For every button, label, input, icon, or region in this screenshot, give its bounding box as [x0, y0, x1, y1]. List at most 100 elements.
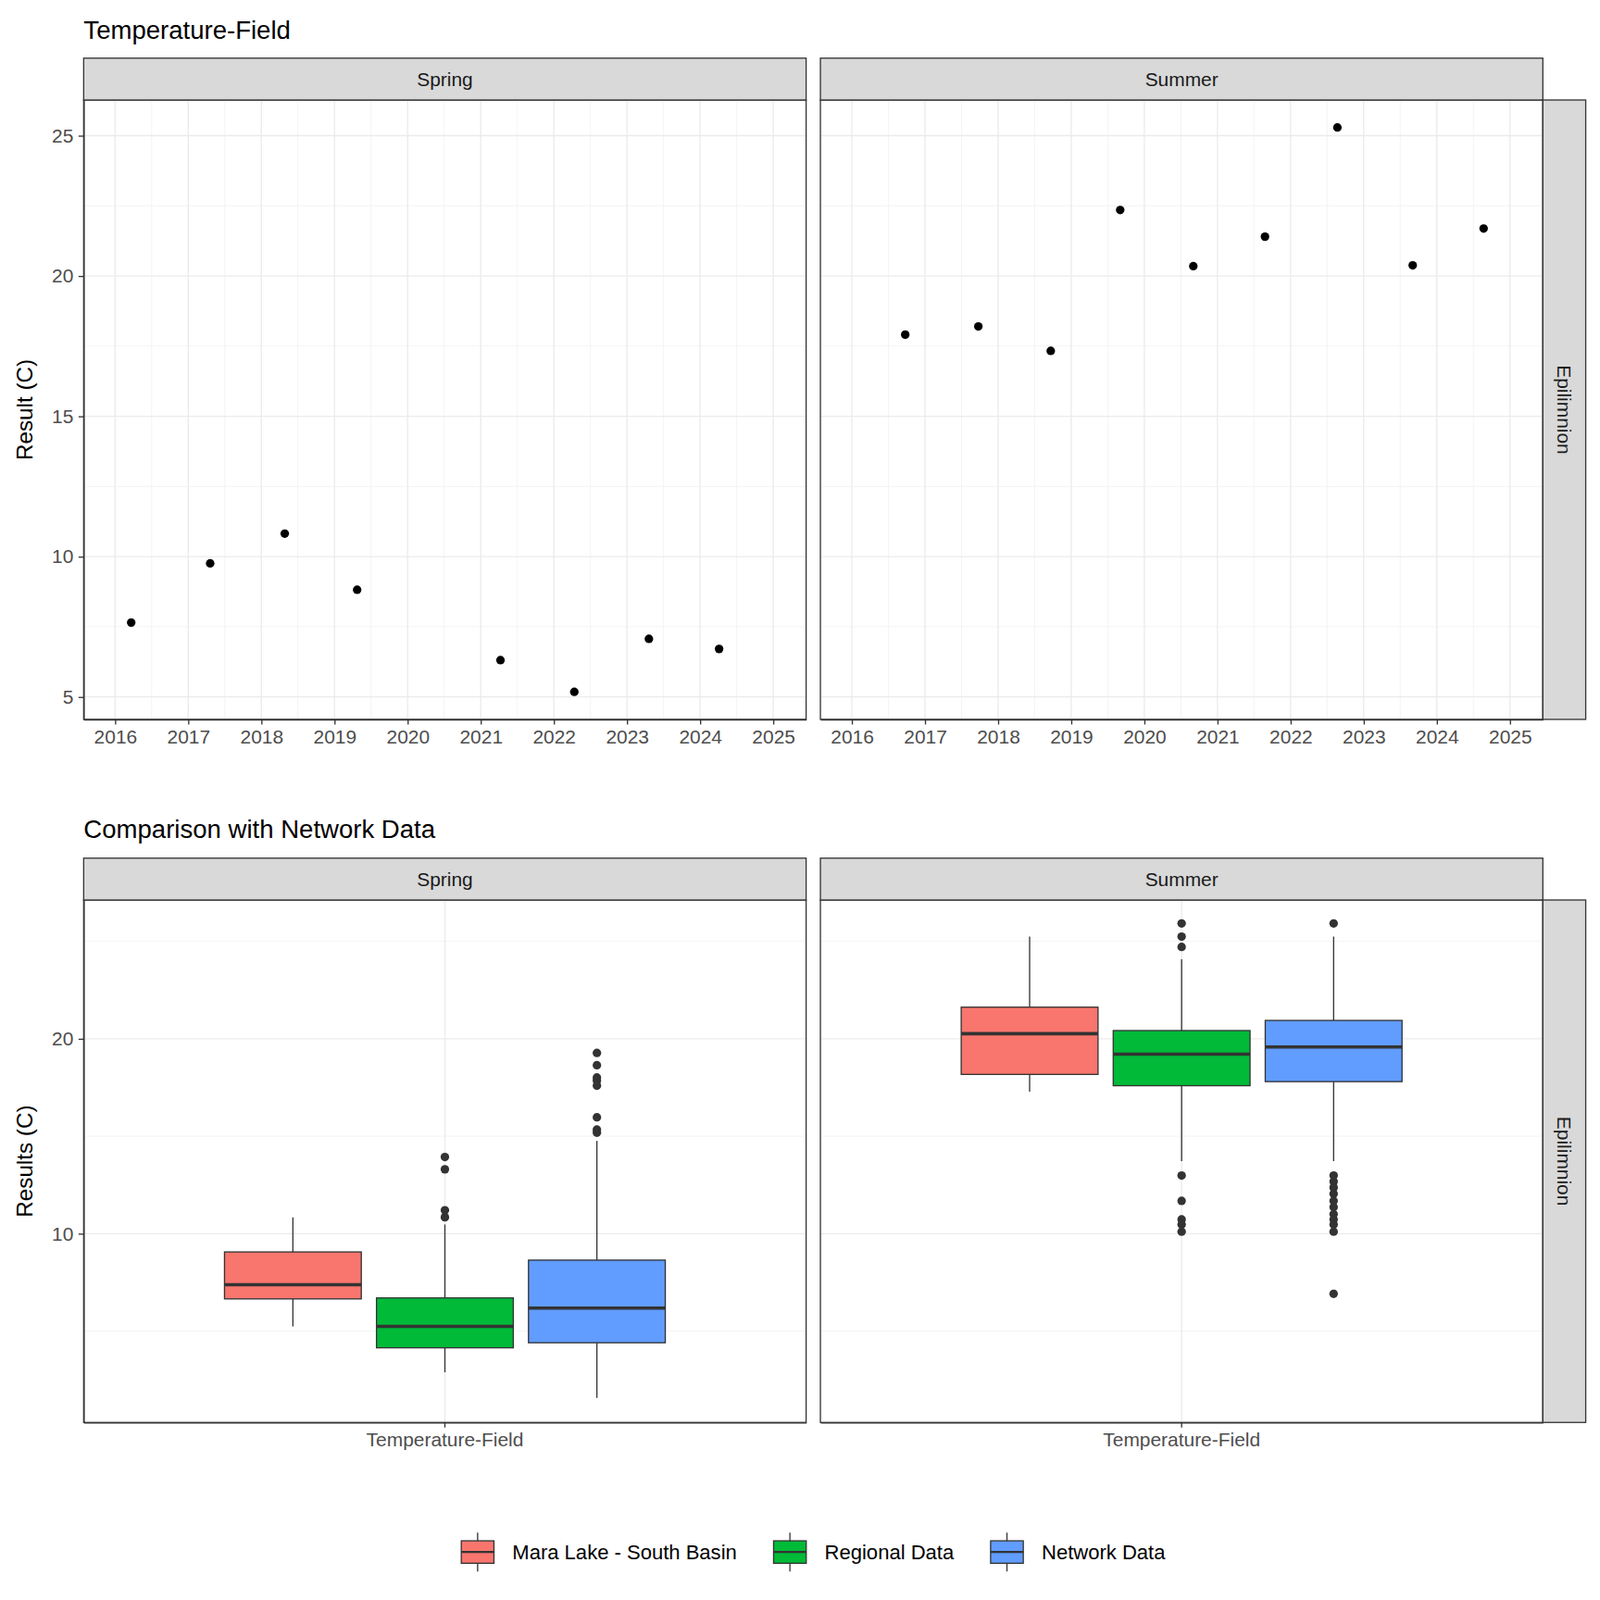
grid-line [1216, 100, 1218, 720]
grid-line [187, 100, 189, 720]
grid-line [1181, 900, 1183, 1423]
boxes [961, 919, 1402, 1299]
points [900, 123, 1488, 356]
tick-mark [626, 719, 628, 725]
tick-mark [1363, 719, 1365, 725]
tick-mark [78, 556, 85, 558]
tick: 2019 [313, 719, 358, 748]
tick-label: 20 [51, 1027, 74, 1050]
tick: 2021 [1196, 719, 1240, 748]
tick-mark [998, 719, 1000, 725]
whisker [444, 1224, 446, 1298]
x-axis: 2016201720182019202020212022202320242025 [821, 719, 1544, 748]
legend: Mara Lake - South Basin Regional Data Netw… [461, 1532, 1166, 1572]
tick-mark [78, 415, 85, 417]
tick-label: 10 [51, 545, 74, 567]
grid [820, 100, 1543, 720]
median [376, 1325, 514, 1329]
axis-title: Results (C) [12, 1105, 38, 1218]
tick-mark [1290, 719, 1292, 725]
legend-key [990, 1540, 1024, 1563]
whisker [1333, 1081, 1335, 1162]
tick: 2021 [459, 719, 503, 748]
point [900, 330, 910, 339]
panel-border [83, 900, 806, 1423]
point [714, 644, 724, 653]
tick-mark [1144, 719, 1146, 725]
point [496, 655, 505, 664]
box-body [528, 1260, 666, 1343]
tick-label: 2020 [386, 725, 430, 748]
tick-mark [261, 719, 263, 725]
median [961, 1032, 1099, 1037]
strip [83, 858, 806, 900]
outlier [1177, 919, 1187, 928]
tick: 10 [51, 545, 84, 567]
tick-label: Temperature-Field [366, 1428, 525, 1450]
tick: 2017 [903, 719, 948, 748]
tick-label: Temperature-Field [1102, 1428, 1261, 1450]
grid-line [1436, 100, 1438, 720]
tick: 2020 [386, 719, 430, 748]
median [528, 1306, 666, 1311]
point [1333, 123, 1342, 132]
tick: 2024 [1415, 719, 1460, 748]
grid-line [1362, 100, 1364, 720]
tick-mark [480, 719, 482, 725]
legend-item: Mara Lake - South Basin [461, 1532, 738, 1572]
tick: 10 [51, 1223, 84, 1245]
tick-label: 2025 [1488, 725, 1533, 748]
tick-label: 2024 [678, 725, 723, 748]
grid-line [772, 100, 774, 720]
tick-label: 2023 [605, 725, 650, 748]
strip [1542, 100, 1586, 720]
box [1264, 919, 1402, 1299]
tick: 2024 [678, 719, 723, 748]
grid-line [261, 100, 263, 720]
tick-label: 2020 [1123, 725, 1167, 748]
outlier [1177, 942, 1187, 951]
legend-item: Regional Data [773, 1532, 954, 1572]
tick: 2023 [605, 719, 650, 748]
tick-label: 15 [51, 405, 74, 427]
legend-key [773, 1550, 806, 1553]
axis-title: Result (C) [12, 359, 38, 461]
tick-label: 2018 [240, 725, 285, 748]
tick-label: 25 [51, 125, 74, 147]
grid-line [820, 555, 1543, 557]
point [974, 322, 983, 331]
panel [820, 900, 1543, 1423]
tick-mark [1437, 719, 1438, 725]
legend-key [773, 1540, 806, 1563]
point [1261, 232, 1270, 241]
whisker [292, 1299, 294, 1327]
box [1112, 919, 1250, 1237]
tick: 2018 [976, 719, 1021, 748]
y-axis: 510152025 [51, 100, 85, 721]
tick: 2019 [1050, 719, 1094, 748]
tick-label: 2019 [313, 725, 358, 748]
whisker [596, 1140, 598, 1261]
grid-line [820, 696, 1543, 698]
outlier [1177, 1171, 1187, 1180]
tick: 2020 [1123, 719, 1167, 748]
axis-line [83, 100, 85, 721]
legend-label: Network Data [1041, 1540, 1166, 1564]
tick-mark [78, 1038, 85, 1040]
outlier [1329, 919, 1338, 928]
box [376, 1152, 514, 1373]
whisker [292, 1217, 294, 1252]
grid-line [820, 135, 1543, 137]
minor-grid [820, 345, 1543, 347]
minor-grid [820, 486, 1543, 488]
grid-line [407, 100, 409, 720]
strip-label: Spring [416, 868, 473, 890]
tick: 2022 [1269, 719, 1313, 748]
point [1046, 346, 1055, 355]
point [1479, 224, 1488, 233]
x-axis: 2016201720182019202020212022202320242025 [84, 719, 807, 748]
outlier [592, 1061, 601, 1070]
y-axis: 10 20 [51, 900, 85, 1424]
median [1112, 1052, 1250, 1057]
tick-label: 20 [51, 264, 74, 287]
